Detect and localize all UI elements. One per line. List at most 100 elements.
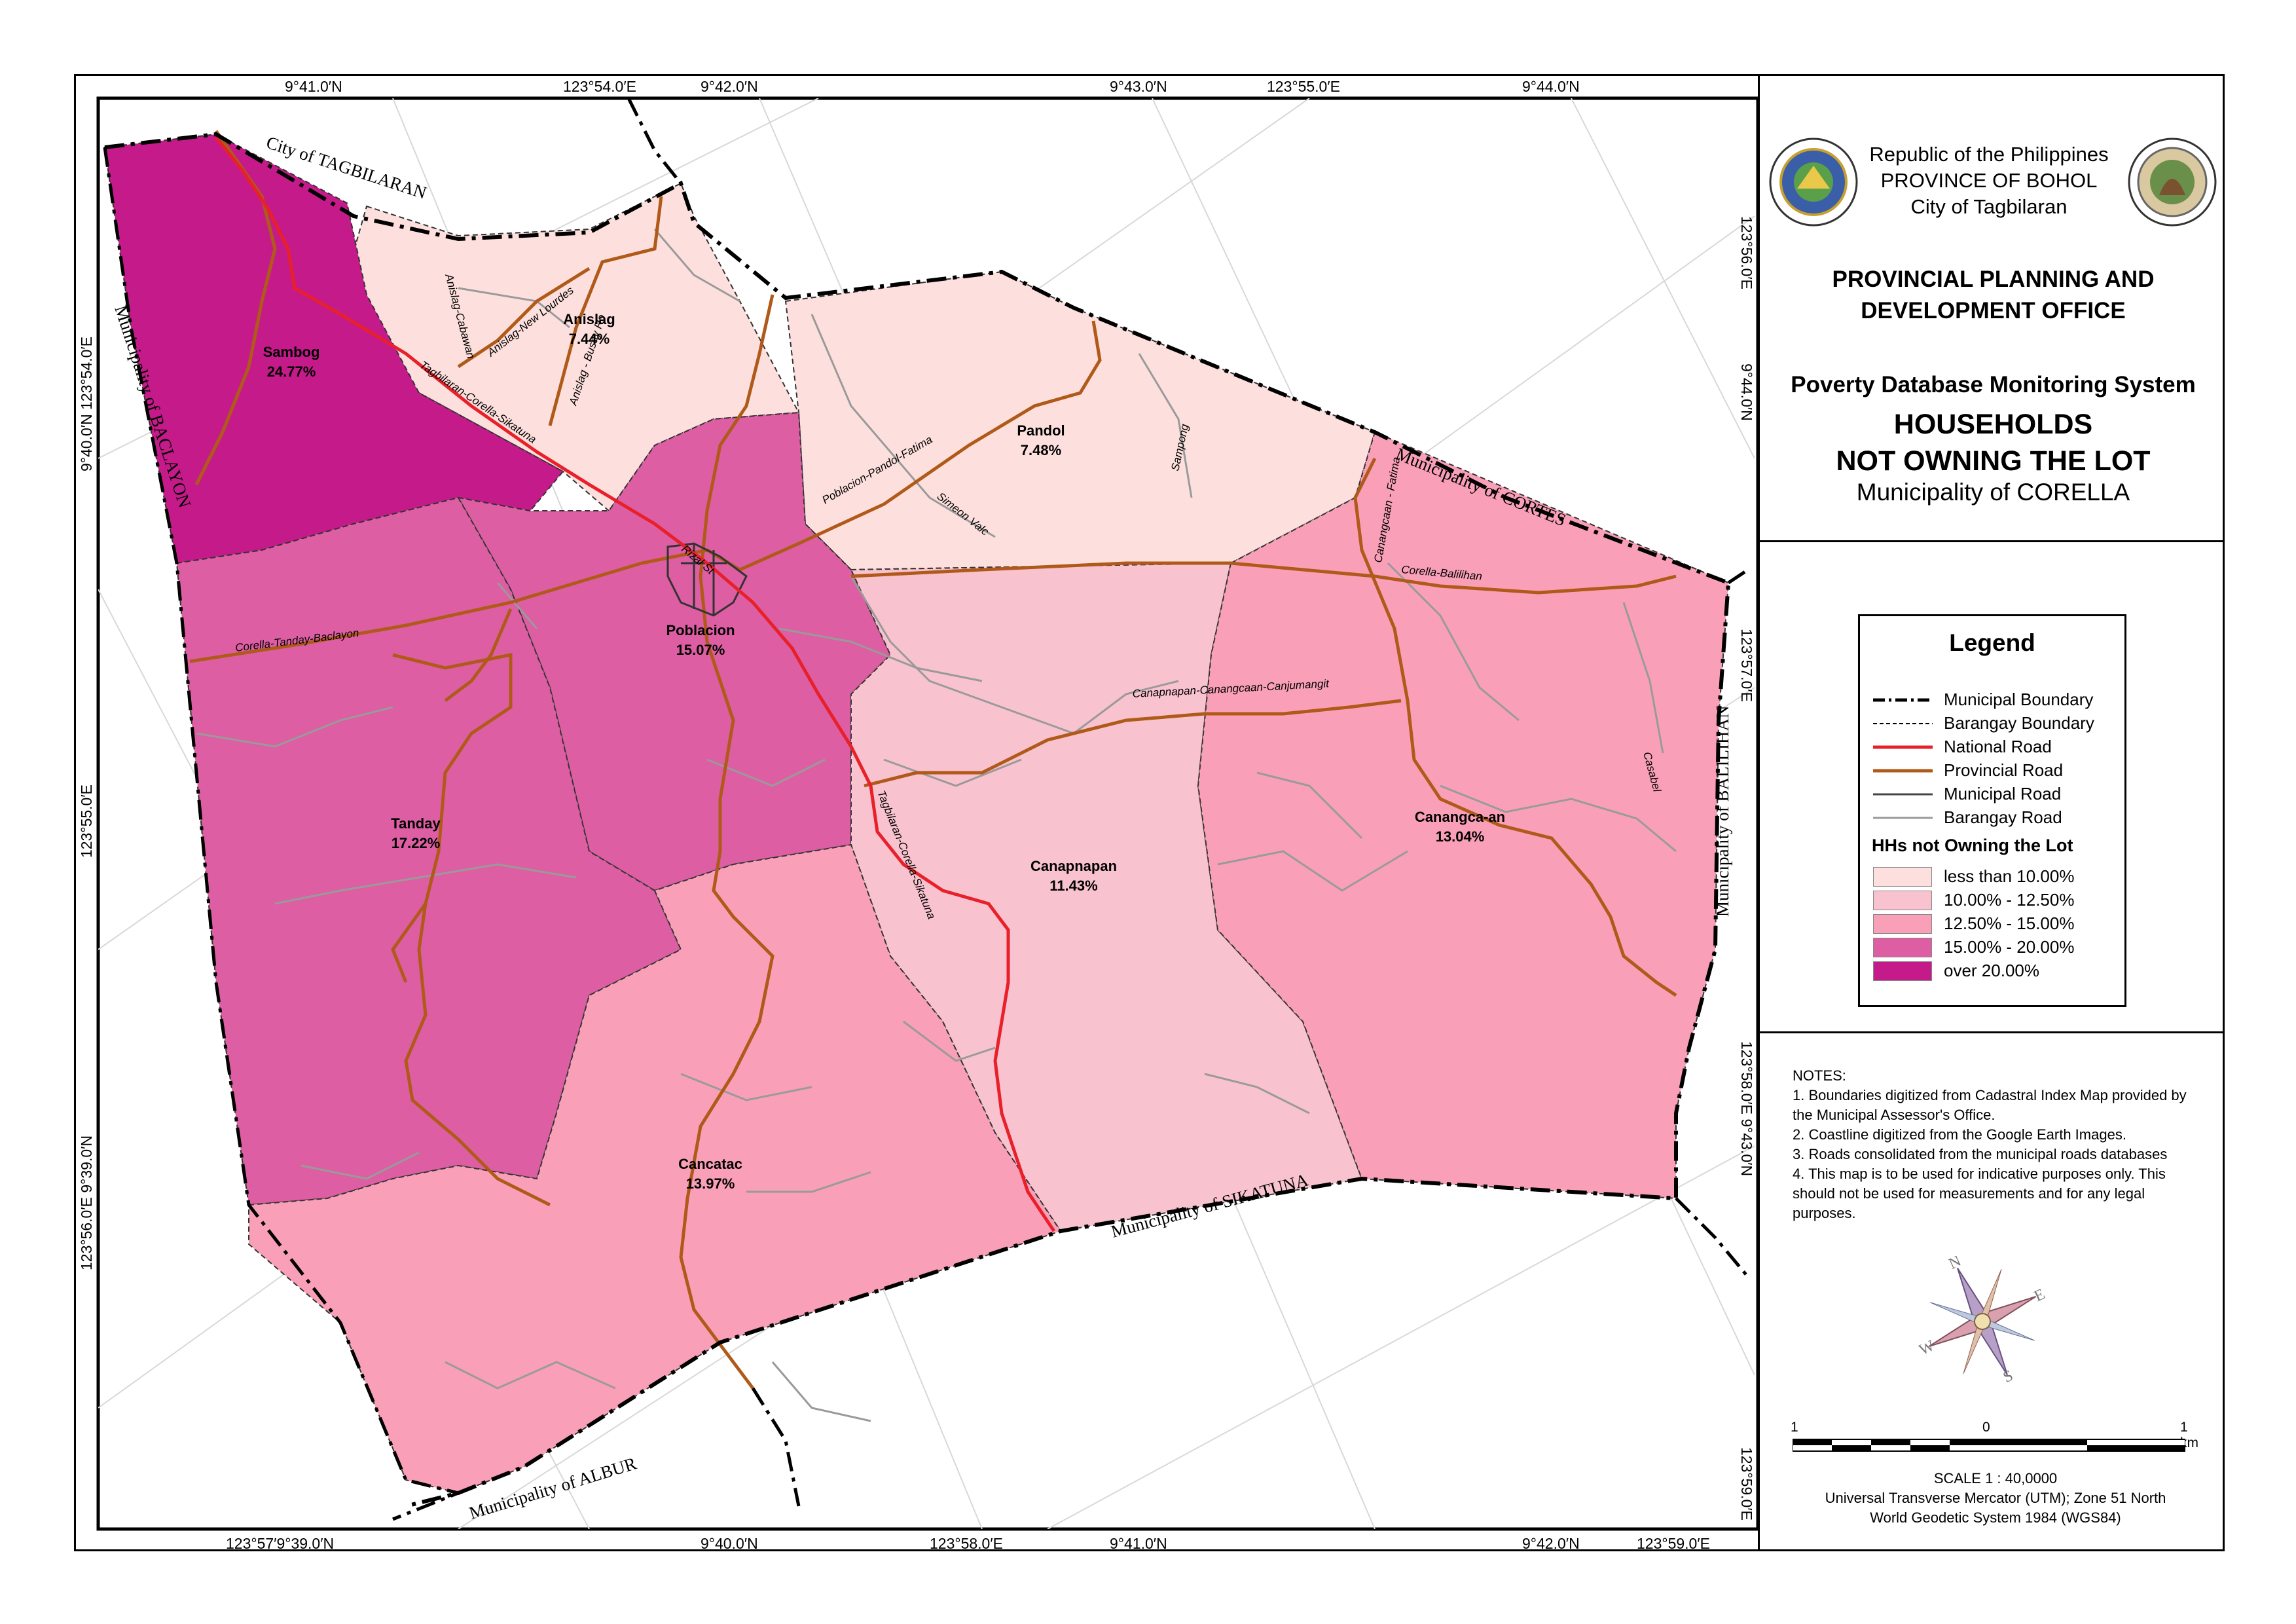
side-panel: Republic of the Philippines PROVINCE OF …	[1758, 74, 2225, 1551]
grey-line-icon	[1873, 817, 1933, 819]
label-cancatac-name: Cancatac	[678, 1156, 742, 1172]
label-canapnapan-name: Canapnapan	[1030, 858, 1117, 874]
swatch-2	[1873, 891, 1932, 910]
label-canapnapan-value: 11.43%	[1049, 877, 1097, 894]
coord-left-2: 123°55.0′E	[78, 784, 95, 858]
label-canangcaan-name: Canangca-an	[1415, 809, 1505, 825]
notes-section: NOTES: 1. Boundaries digitized from Cada…	[1760, 1033, 2225, 1551]
dashdot-line-icon	[1873, 698, 1933, 702]
note-1: 1. Boundaries digitized from Cadastral I…	[1793, 1087, 2187, 1123]
scale-mid-label: 0	[1982, 1420, 1990, 1435]
coord-bottom-5: 9°42.0′N	[1522, 1535, 1580, 1552]
coord-top-1: 9°41.0′N	[285, 78, 342, 95]
gov-line-1: Republic of the Philippines	[1869, 143, 2109, 166]
coord-bottom-6: 123°59.0′E	[1637, 1535, 1710, 1552]
label-anislag-value: 7.44%	[569, 331, 610, 347]
title-block: Republic of the Philippines PROVINCE OF …	[1760, 74, 2225, 542]
municipality-name: Municipality of CORELLA	[1856, 479, 2130, 506]
label-anislag-name: Anislag	[563, 311, 615, 327]
notes-text: NOTES: 1. Boundaries digitized from Cada…	[1793, 1066, 2198, 1223]
coord-bottom-2: 9°40.0′N	[701, 1535, 758, 1552]
dashed-line-icon	[1873, 723, 1933, 724]
scale-projection: Universal Transverse Mercator (UTM); Zon…	[1825, 1490, 2166, 1506]
coord-right-4: 123°58.0′E 9°43.0′N	[1738, 1041, 1755, 1176]
brown-line-icon	[1873, 769, 1933, 773]
system-name: Poverty Database Monitoring System	[1791, 372, 2196, 397]
coord-left-3: 123°56.0′E 9°39.0′N	[78, 1135, 95, 1270]
legend-title: Legend	[1949, 629, 2035, 656]
label-tanday-name: Tanday	[391, 815, 441, 832]
label-poblacion-name: Poblacion	[666, 622, 735, 638]
legend-municipal-road: Municipal Road	[1872, 783, 2121, 806]
office-line-2: DEVELOPMENT OFFICE	[1861, 298, 2126, 323]
neighbor-boundary-tagbilaran	[627, 98, 682, 185]
coord-top-2: 123°54.0′E	[563, 78, 636, 95]
legend-provincial-road: Provincial Road	[1872, 759, 2121, 783]
compass-rose-icon: N S E W	[1917, 1256, 2048, 1386]
compass-e-label: E	[2032, 1285, 2047, 1305]
coordinate-labels: 9°41.0′N 123°54.0′E 9°42.0′N 9°43.0′N 12…	[78, 78, 1755, 1552]
legend-class-4: 15.00% - 20.00%	[1872, 936, 2121, 959]
label-cancatac-value: 13.97%	[686, 1175, 735, 1192]
label-pandol-value: 7.48%	[1021, 442, 1061, 458]
note-4: 4. This map is to be used for indicative…	[1793, 1166, 2166, 1221]
scale-graphic	[1793, 1439, 2185, 1452]
coord-bottom-4: 9°41.0′N	[1110, 1535, 1167, 1552]
legend-municipal-boundary: Municipal Boundary	[1872, 688, 2121, 712]
label-poblacion-value: 15.07%	[676, 642, 725, 658]
barangay-cancatac[interactable]	[248, 843, 1062, 1494]
gov-line-3: City of Tagbilaran	[1910, 195, 2068, 218]
office-line-1: PROVINCIAL PLANNING AND	[1832, 267, 2155, 292]
swatch-4	[1873, 938, 1932, 957]
notes-heading: NOTES:	[1793, 1067, 1846, 1084]
legend-barangay-boundary: Barangay Boundary	[1872, 712, 2121, 735]
label-pandol-name: Pandol	[1017, 422, 1065, 439]
map-title: HOUSEHOLDS NOT OWNING THE LOT	[1773, 406, 2214, 479]
compass-s-label: S	[2001, 1367, 2016, 1386]
note-2: 2. Coastline digitized from the Google E…	[1793, 1126, 2126, 1143]
note-3: 3. Roads consolidated from the municipal…	[1793, 1146, 2168, 1162]
swatch-5	[1873, 961, 1932, 981]
legend-box: Legend Municipal Boundary Barangay Bound…	[1858, 614, 2126, 1007]
map-title-line-1: HOUSEHOLDS	[1893, 409, 2093, 440]
coord-right-1: 123°56.0′E	[1738, 216, 1755, 289]
legend-section: Legend Municipal Boundary Barangay Bound…	[1760, 542, 2225, 1033]
compass-n-label: N	[1946, 1256, 1964, 1273]
coord-right-2: 9°44.0′N	[1738, 363, 1755, 421]
province-seal-icon	[1769, 138, 1858, 227]
national-road	[215, 136, 1056, 1232]
map-canvas: Sambog 24.77% Anislag 7.44% Pandol 7.48%…	[78, 78, 1760, 1552]
legend-class-title: HHs not Owning the Lot	[1872, 836, 2073, 855]
coord-bottom-3: 123°58.0′E	[930, 1535, 1003, 1552]
swatch-1	[1873, 867, 1932, 887]
neighbor-boundary-sikatuna	[1675, 1197, 1749, 1278]
swatch-3	[1873, 914, 1932, 934]
legend-class-5: over 20.00%	[1872, 959, 2121, 983]
scale-datum: World Geodetic System 1984 (WGS84)	[1870, 1509, 2121, 1526]
scale-bar: 1 0 1 km SCALE 1 : 40,0000 Universal Tra…	[1791, 1420, 2198, 1544]
darkgrey-line-icon	[1873, 793, 1933, 796]
neighbor-boundary-albur-west	[103, 147, 464, 1521]
barangay-roads	[196, 229, 1677, 1422]
label-sambog-name: Sambog	[263, 344, 320, 360]
municipal-seal-icon	[2128, 138, 2217, 227]
coord-left-1: 9°40.0′N 123°54.0′E	[78, 337, 95, 471]
coord-right-5: 123°59.0′E	[1738, 1447, 1755, 1521]
coord-bottom-1: 123°57′9°39.0′N	[226, 1535, 334, 1552]
barangay-labels: Sambog 24.77% Anislag 7.44% Pandol 7.48%…	[263, 311, 1505, 1192]
compass-w-label: W	[1917, 1337, 1937, 1359]
scale-left-label: 1	[1791, 1420, 1798, 1435]
legend-barangay-road: Barangay Road	[1872, 806, 2121, 830]
label-tanday-value: 17.22%	[392, 835, 441, 851]
coord-top-6: 9°44.0′N	[1522, 78, 1580, 95]
legend-class-3: 12.50% - 15.00%	[1872, 912, 2121, 936]
government-heading: Republic of the Philippines PROVINCE OF …	[1858, 141, 2120, 220]
red-line-icon	[1873, 745, 1933, 749]
office-name: PROVINCIAL PLANNING AND DEVELOPMENT OFFI…	[1773, 264, 2214, 327]
label-balilihan: Municipality of BALILIHAN	[1713, 706, 1732, 917]
neighbor-boundary-cortes	[1727, 568, 1749, 585]
coord-top-4: 9°43.0′N	[1110, 78, 1167, 95]
legend-class-1: less than 10.00%	[1872, 865, 2121, 889]
legend-national-road: National Road	[1872, 735, 2121, 759]
municipal-boundary	[104, 132, 1731, 1508]
